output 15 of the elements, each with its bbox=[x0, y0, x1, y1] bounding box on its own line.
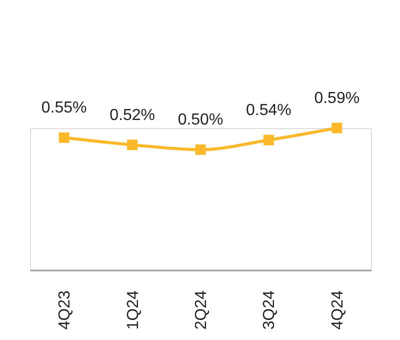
data-label: 0.54% bbox=[246, 102, 292, 120]
point bbox=[332, 122, 342, 134]
x-tick-label: 2Q24 bbox=[193, 290, 210, 330]
point bbox=[127, 140, 138, 150]
x-tick-label: 1Q24 bbox=[124, 290, 142, 330]
data-label: 0.55% bbox=[41, 100, 87, 117]
point bbox=[58, 132, 70, 143]
x-tick-label: 3Q24 bbox=[261, 290, 278, 330]
data-label: 0.59% bbox=[314, 90, 360, 107]
data-label: 0.52% bbox=[110, 106, 155, 124]
x-tick-label: 4Q23 bbox=[56, 290, 74, 330]
point bbox=[263, 134, 274, 146]
point bbox=[195, 144, 206, 155]
x-tick-label: 4Q24 bbox=[329, 290, 346, 330]
data-label: 0.50% bbox=[178, 112, 224, 129]
